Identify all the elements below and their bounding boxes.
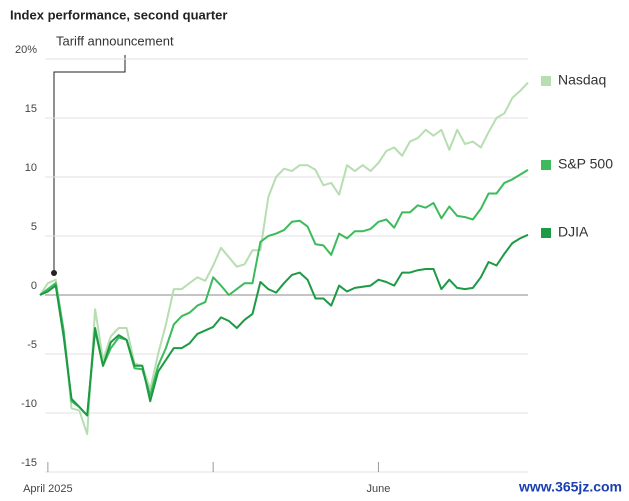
watermark: www.365jz.com bbox=[518, 479, 622, 495]
annotation-leader bbox=[53, 55, 126, 273]
series-line bbox=[39, 233, 529, 417]
x-tick-label: June bbox=[367, 483, 391, 495]
legend-swatch bbox=[541, 76, 551, 86]
y-tick-label: 10 bbox=[25, 162, 37, 174]
legend-swatch bbox=[541, 228, 551, 238]
legend-swatch bbox=[541, 160, 551, 170]
y-tick-label: 20% bbox=[15, 44, 37, 56]
series-line bbox=[39, 81, 529, 436]
y-tick-label: 5 bbox=[31, 221, 37, 233]
annotation: Tariff announcement bbox=[56, 33, 174, 48]
chart-title: Index performance, second quarter bbox=[10, 7, 227, 22]
y-tick-label: 0 bbox=[31, 280, 37, 292]
y-tick-label: -10 bbox=[21, 398, 37, 410]
y-tick-label: -5 bbox=[27, 339, 37, 351]
annotation-dot bbox=[51, 270, 57, 276]
y-tick-label: 15 bbox=[25, 103, 37, 115]
legend-label: DJIA bbox=[558, 224, 589, 240]
legend-label: Nasdaq bbox=[558, 72, 606, 88]
y-tick-label: -15 bbox=[21, 457, 37, 469]
series-line bbox=[39, 169, 529, 417]
x-tick-label: April 2025 bbox=[23, 483, 73, 495]
legend-label: S&P 500 bbox=[558, 156, 613, 172]
